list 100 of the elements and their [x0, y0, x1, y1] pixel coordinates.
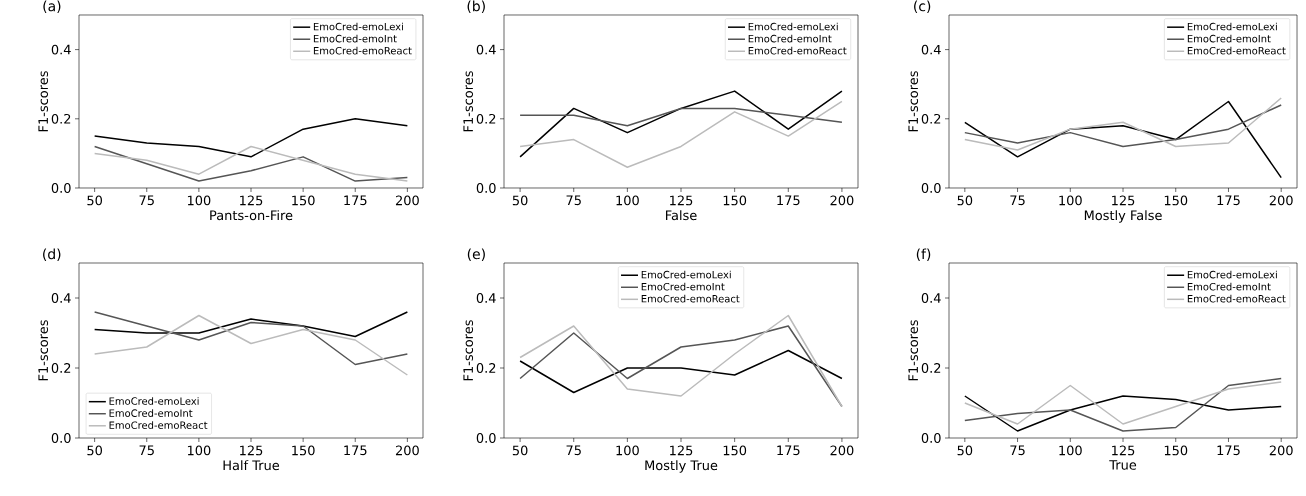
x-tick-label: 50 — [87, 195, 103, 206]
x-tick-label: 100 — [1059, 195, 1082, 206]
legend-label: EmoCred-emoLexi — [1187, 270, 1277, 279]
x-tick-label: 125 — [1112, 445, 1135, 456]
x-tick-label: 125 — [240, 195, 263, 206]
legend-label: EmoCred-emoLexi — [313, 22, 403, 31]
x-tick-label: 200 — [395, 445, 419, 456]
legend-label: EmoCred-emoInt — [748, 34, 832, 43]
x-axis-title: Half True — [223, 460, 280, 471]
x-axis-title: Pants-on-Fire — [210, 210, 293, 221]
y-tick-label: 0.2 — [921, 113, 941, 124]
line-series — [93, 311, 409, 366]
y-axis-title: F1-scores — [463, 320, 474, 381]
legend-label: EmoCred-emoReact — [109, 421, 208, 429]
line-series — [519, 349, 843, 394]
x-axis-title: Mostly False — [1084, 210, 1162, 223]
x-tick-label: 75 — [139, 195, 154, 206]
x-tick-label: 150 — [292, 445, 315, 456]
legend-label: EmoCred-emoInt — [1187, 34, 1271, 43]
y-axis-title: F1-scores — [908, 320, 919, 381]
chart-title: (c) — [914, 0, 931, 13]
x-tick-label: 150 — [1164, 445, 1188, 456]
line-series — [964, 97, 1282, 151]
x-tick-label: 125 — [670, 445, 693, 456]
x-tick-label: 150 — [723, 195, 747, 206]
y-tick-label: 0.0 — [921, 183, 941, 193]
y-tick-label: 0.0 — [476, 433, 496, 443]
line-series — [964, 395, 1282, 432]
line-series — [93, 145, 409, 182]
y-tick-label: 0.0 — [476, 183, 496, 193]
line-series — [519, 107, 843, 127]
legend-label: EmoCred-emoReact — [1187, 294, 1286, 303]
x-tick-label: 75 — [1010, 445, 1025, 456]
chart-title: (f) — [916, 248, 931, 261]
x-tick-label: 75 — [139, 445, 154, 456]
y-tick-label: 0.0 — [921, 433, 941, 443]
x-tick-label: 50 — [957, 195, 973, 206]
x-tick-label: 125 — [240, 445, 263, 456]
line-series — [964, 100, 1282, 179]
x-tick-label: 200 — [830, 195, 854, 206]
x-tick-label: 125 — [670, 195, 693, 206]
chart-title: (a) — [43, 0, 61, 13]
chart-title: (b) — [467, 0, 485, 14]
x-tick-label: 100 — [187, 445, 211, 456]
legend-label: EmoCred-emoReact — [748, 46, 847, 55]
line-series — [964, 104, 1282, 148]
y-tick-label: 0.4 — [476, 44, 496, 55]
x-tick-label: 175 — [1217, 195, 1240, 206]
legend-label: EmoCred-emoInt — [109, 409, 193, 417]
x-tick-label: 175 — [344, 195, 367, 206]
x-tick-label: 150 — [723, 445, 747, 456]
y-tick-label: 0.2 — [476, 113, 496, 124]
y-tick-label: 0.2 — [476, 363, 496, 373]
chart-title: (d) — [43, 248, 61, 261]
legend-label: EmoCred-emoInt — [1187, 282, 1271, 291]
y-tick-label: 0.4 — [921, 293, 941, 303]
x-tick-label: 75 — [1010, 195, 1025, 206]
x-tick-label: 100 — [616, 195, 639, 206]
line-series — [93, 314, 409, 376]
line-series — [964, 381, 1282, 425]
line-series — [519, 100, 843, 168]
y-tick-label: 0.4 — [921, 44, 941, 55]
x-tick-label: 125 — [1112, 195, 1135, 206]
chart-title: (e) — [467, 248, 485, 261]
x-tick-label: 50 — [512, 445, 528, 456]
legend-label: EmoCred-emoLexi — [109, 397, 199, 405]
legend-label: EmoCred-emoLexi — [748, 22, 838, 31]
x-tick-label: 175 — [777, 195, 800, 206]
y-axis-title: F1-scores — [463, 71, 474, 132]
x-tick-label: 75 — [566, 195, 581, 206]
x-tick-label: 200 — [395, 195, 419, 206]
x-tick-label: 175 — [344, 445, 367, 456]
line-series — [519, 90, 843, 158]
y-tick-label: 0.2 — [921, 363, 941, 373]
x-tick-label: 200 — [830, 445, 854, 456]
legend-label: EmoCred-emoReact — [1187, 46, 1286, 55]
x-tick-label: 175 — [1217, 445, 1240, 456]
x-tick-label: 100 — [616, 445, 639, 456]
x-tick-label: 175 — [777, 445, 800, 456]
x-tick-label: 100 — [187, 195, 211, 206]
x-tick-label: 50 — [957, 445, 973, 456]
x-tick-label: 200 — [1269, 445, 1293, 456]
legend-label: EmoCred-emoLexi — [641, 270, 731, 279]
x-tick-label: 75 — [566, 445, 581, 456]
y-axis-title: F1-scores — [908, 71, 919, 132]
y-tick-label: 0.4 — [51, 293, 71, 303]
line-series — [93, 118, 409, 158]
y-axis-title: F1-scores — [38, 320, 49, 381]
x-tick-label: 200 — [1269, 195, 1293, 206]
y-tick-label: 0.4 — [476, 293, 496, 303]
y-tick-label: 0.4 — [51, 44, 71, 55]
x-tick-label: 150 — [292, 195, 315, 206]
legend-label: EmoCred-emoReact — [641, 294, 740, 303]
y-tick-label: 0.0 — [51, 433, 71, 443]
legend-label: EmoCred-emoLexi — [1187, 22, 1277, 31]
x-axis-title: Mostly True — [645, 460, 718, 473]
legend-label: EmoCred-emoReact — [313, 46, 412, 55]
y-tick-label: 0.2 — [51, 113, 71, 124]
y-tick-label: 0.0 — [51, 183, 71, 193]
x-tick-label: 50 — [87, 445, 103, 456]
